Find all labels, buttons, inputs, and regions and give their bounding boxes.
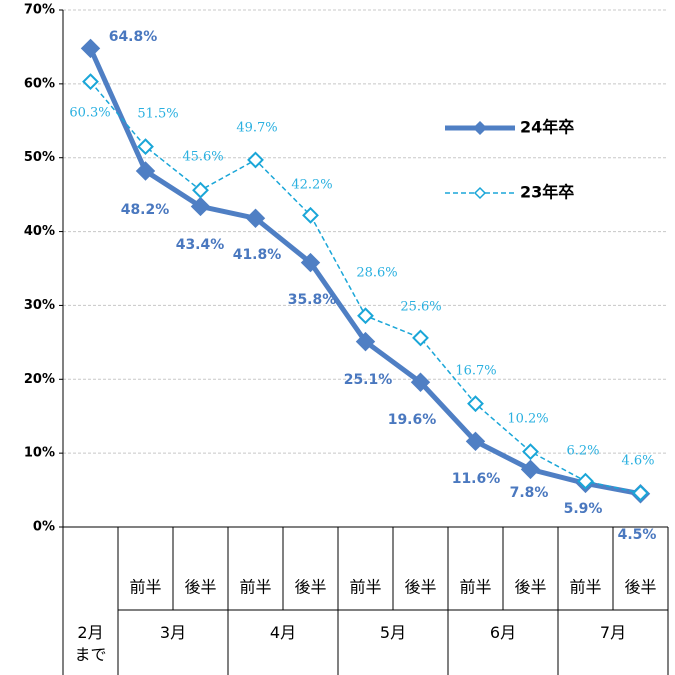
data-label: 45.6% — [182, 150, 223, 165]
point-marker — [355, 331, 376, 352]
data-label: 16.7% — [455, 364, 496, 379]
legend-label: 24年卒 — [520, 118, 574, 137]
data-label: 7.8% — [510, 485, 549, 501]
point-marker — [245, 208, 266, 228]
x-group-label: 7月 — [599, 623, 627, 642]
point-marker — [302, 206, 319, 224]
point-marker — [300, 252, 321, 273]
data-label: 35.8% — [288, 292, 337, 308]
point-marker — [82, 73, 99, 91]
y-tick-label: 50% — [24, 150, 55, 165]
legend-label: 23年卒 — [520, 183, 574, 202]
data-label: 25.1% — [344, 372, 393, 388]
point-marker — [410, 372, 431, 392]
point-marker — [467, 395, 484, 413]
data-label: 4.6% — [621, 454, 654, 469]
data-label: 6.2% — [566, 444, 599, 459]
x-tick-label: 前半 — [349, 578, 381, 597]
y-tick-label: 30% — [24, 298, 55, 313]
data-label: 43.4% — [176, 237, 225, 253]
data-label: 10.2% — [507, 412, 548, 427]
point-marker — [80, 38, 101, 59]
point-marker — [192, 181, 209, 199]
data-label: 42.2% — [291, 178, 332, 193]
x-tick-label: 後半 — [184, 578, 216, 597]
x-tick-label: 前半 — [459, 578, 491, 597]
data-label: 5.9% — [564, 501, 603, 517]
x-tick-label: 後半 — [514, 578, 546, 597]
x-group-label: 4月 — [269, 623, 297, 642]
series-line — [89, 81, 641, 494]
data-label: 4.5% — [618, 527, 657, 543]
y-tick-label: 20% — [24, 372, 55, 387]
x-tick-label: 前半 — [569, 578, 601, 597]
y-tick-label: 70% — [24, 3, 55, 18]
y-tick-label: 60% — [24, 76, 55, 91]
data-label: 41.8% — [233, 247, 282, 263]
y-tick-label: 0% — [33, 520, 55, 535]
y-tick-label: 40% — [24, 224, 55, 239]
data-label: 51.5% — [137, 107, 178, 122]
x-tick-label: 後半 — [624, 578, 656, 597]
y-tick-label: 10% — [24, 446, 55, 461]
point-marker — [135, 161, 156, 181]
point-marker — [357, 307, 374, 325]
data-label: 60.3% — [69, 106, 110, 121]
x-group-label: 6月 — [489, 623, 517, 642]
x-tick-label: 後半 — [294, 578, 326, 597]
data-label: 19.6% — [388, 412, 437, 428]
data-label: 25.6% — [400, 300, 441, 315]
data-label: 11.6% — [452, 471, 501, 487]
point-marker — [190, 196, 211, 217]
point-marker — [137, 138, 154, 156]
point-marker — [577, 472, 594, 490]
point-marker — [465, 431, 486, 452]
x-tick-label: 後半 — [404, 578, 436, 597]
x-group-label: 2月まで — [74, 623, 107, 664]
x-tick-label: 前半 — [129, 578, 161, 597]
point-marker — [522, 443, 539, 461]
x-tick-label: 前半 — [239, 578, 271, 597]
x-group-label: 3月 — [159, 623, 187, 642]
point-marker — [520, 459, 541, 480]
x-group-label: 5月 — [379, 623, 407, 642]
point-marker — [412, 329, 429, 347]
data-label: 48.2% — [121, 202, 170, 218]
legend-marker — [472, 120, 488, 136]
data-label: 49.7% — [236, 121, 277, 136]
data-label: 28.6% — [356, 266, 397, 281]
legend-marker — [473, 186, 487, 200]
data-label: 64.8% — [109, 29, 158, 45]
point-marker — [632, 484, 649, 502]
point-marker — [247, 151, 264, 169]
